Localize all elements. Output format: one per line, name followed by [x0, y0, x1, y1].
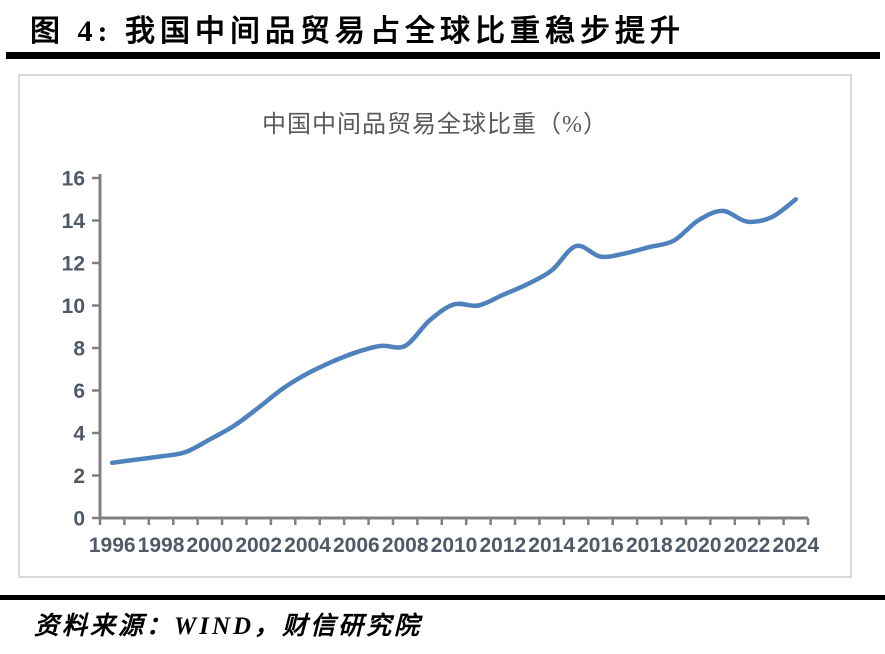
figure-title: 图 4: 我国中间品贸易占全球比重稳步提升: [30, 15, 685, 48]
svg-text:1998: 1998: [138, 534, 185, 557]
line-chart: 0 2 4 6 8 10 12 14 16 1996 1998 2000 2002 2004 2006 200…: [62, 168, 820, 558]
y-tick-labels: 0 2 4 6 8 10 12 14 16: [62, 168, 86, 531]
svg-text:2004: 2004: [284, 534, 331, 557]
svg-text:16: 16: [62, 168, 85, 191]
svg-text:1996: 1996: [89, 534, 136, 557]
bottom-divider-rule: [0, 595, 885, 600]
svg-text:2010: 2010: [431, 534, 478, 557]
svg-text:2006: 2006: [333, 534, 380, 557]
svg-text:2002: 2002: [235, 534, 282, 557]
svg-text:2024: 2024: [772, 534, 819, 557]
svg-text:6: 6: [73, 380, 85, 403]
svg-text:2016: 2016: [577, 534, 624, 557]
svg-text:2022: 2022: [724, 534, 771, 557]
x-tick-labels: 1996 1998 2000 2002 2004 2006 2008 2010 2012 2014…: [89, 534, 820, 557]
svg-text:2000: 2000: [187, 534, 234, 557]
axes: [98, 174, 809, 520]
svg-text:10: 10: [62, 295, 85, 318]
svg-text:8: 8: [73, 338, 85, 361]
svg-text:14: 14: [62, 210, 86, 233]
svg-text:2020: 2020: [675, 534, 722, 557]
title-divider-rule: [6, 52, 880, 59]
source-note: 资料来源：WIND，财信研究院: [34, 613, 423, 640]
svg-text:2012: 2012: [479, 534, 526, 557]
axis-ticks: [92, 176, 810, 525]
chart-title: 中国中间品贸易全球比重（%）: [262, 112, 608, 138]
svg-text:2018: 2018: [626, 534, 673, 557]
svg-text:0: 0: [73, 508, 85, 531]
svg-text:12: 12: [62, 253, 85, 276]
svg-text:2014: 2014: [528, 534, 575, 557]
svg-text:2008: 2008: [382, 534, 429, 557]
svg-text:4: 4: [73, 423, 85, 446]
chart-panel: 中国中间品贸易全球比重（%） 0 2 4 6 8 10 12 14 16 1996 1998 2000…: [18, 74, 852, 578]
series-line: [109, 197, 799, 466]
svg-text:2: 2: [73, 465, 85, 488]
